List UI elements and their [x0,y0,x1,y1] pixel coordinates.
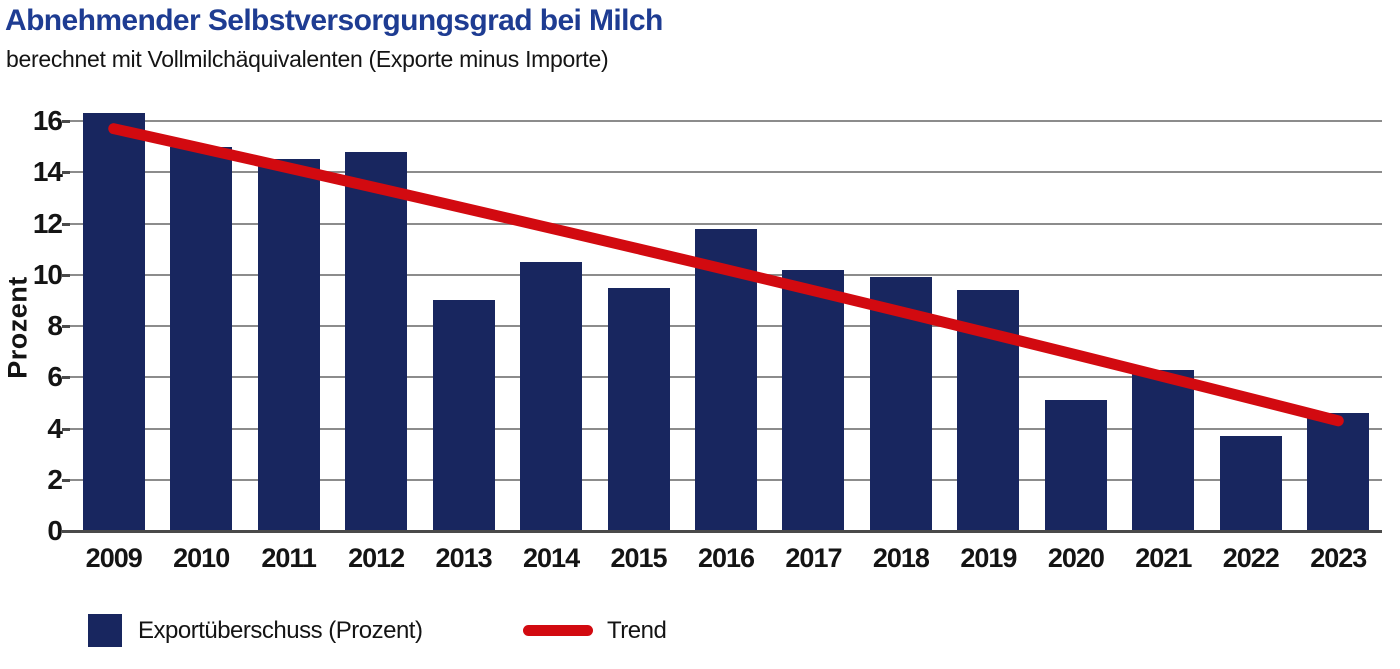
x-tick-label-2017: 2017 [785,543,842,573]
x-tick-label-2012: 2012 [348,543,405,573]
bar-2016 [695,228,757,531]
bar-2020 [1044,400,1107,531]
y-tick-label-0: 0 [47,515,63,546]
chart-subtitle: berechnet mit Vollmilchäquivalenten (Exp… [6,46,609,72]
legend-swatch-bar [88,614,122,647]
y-tick-mark-2 [62,478,70,482]
y-tick-mark-14 [62,171,70,175]
x-tick-label-2011: 2011 [261,543,317,573]
y-tick-label-4: 4 [47,412,63,444]
y-tick-label-6: 6 [47,361,63,393]
bar-2013 [432,300,495,531]
bar-2018 [869,277,932,531]
legend-label-trend: Trend [607,617,667,644]
legend-label-bar: Exportüberschuss (Prozent) [138,617,423,644]
x-tick-label-2010: 2010 [173,543,230,573]
y-tick-mark-4 [62,427,70,431]
bar-2009 [82,113,145,531]
bar-2011 [257,159,320,531]
bar-2015 [607,287,670,531]
chart-title: Abnehmender Selbstversorgungsgrad bei Mi… [5,4,663,37]
bar-2022 [1219,436,1282,531]
bar-2014 [520,261,583,531]
y-tick-label-16: 16 [32,105,63,136]
y-tick-mark-6 [62,376,70,380]
y-tick-mark-8 [62,325,70,328]
bar-2021 [1132,369,1195,531]
x-tick-label-2014: 2014 [523,543,580,573]
y-tick-mark-10 [62,273,70,277]
x-tick-label-2020: 2020 [1047,543,1105,573]
bar-2017 [782,269,845,531]
y-tick-label-2: 2 [47,463,63,495]
x-tick-label-2018: 2018 [872,543,930,573]
gridline-y-16 [70,120,1382,122]
x-tick-label-2023: 2023 [1310,543,1367,573]
y-tick-mark-16 [62,120,70,123]
x-tick-label-2015: 2015 [610,543,667,573]
y-tick-label-14: 14 [32,156,63,188]
legend: Exportüberschuss (Prozent) Trend [0,600,1400,660]
bar-2023 [1307,413,1370,531]
y-tick-label-8: 8 [47,310,63,341]
bar-2019 [957,290,1020,531]
y-tick-mark-0 [62,530,70,533]
x-axis-line [70,530,1382,533]
x-tick-label-2022: 2022 [1222,543,1280,573]
bar-2012 [345,151,408,531]
x-tick-label-2019: 2019 [960,543,1017,573]
x-tick-label-2013: 2013 [435,543,493,573]
bar-2010 [170,146,233,531]
y-tick-label-12: 12 [32,207,63,239]
x-tick-label-2021: 2021 [1135,543,1192,573]
y-tick-label-10: 10 [32,258,63,290]
x-tick-label-2016: 2016 [697,543,755,573]
y-tick-mark-12 [62,222,70,226]
legend-swatch-trend-line [523,625,593,636]
x-tick-label-2009: 2009 [85,543,143,573]
